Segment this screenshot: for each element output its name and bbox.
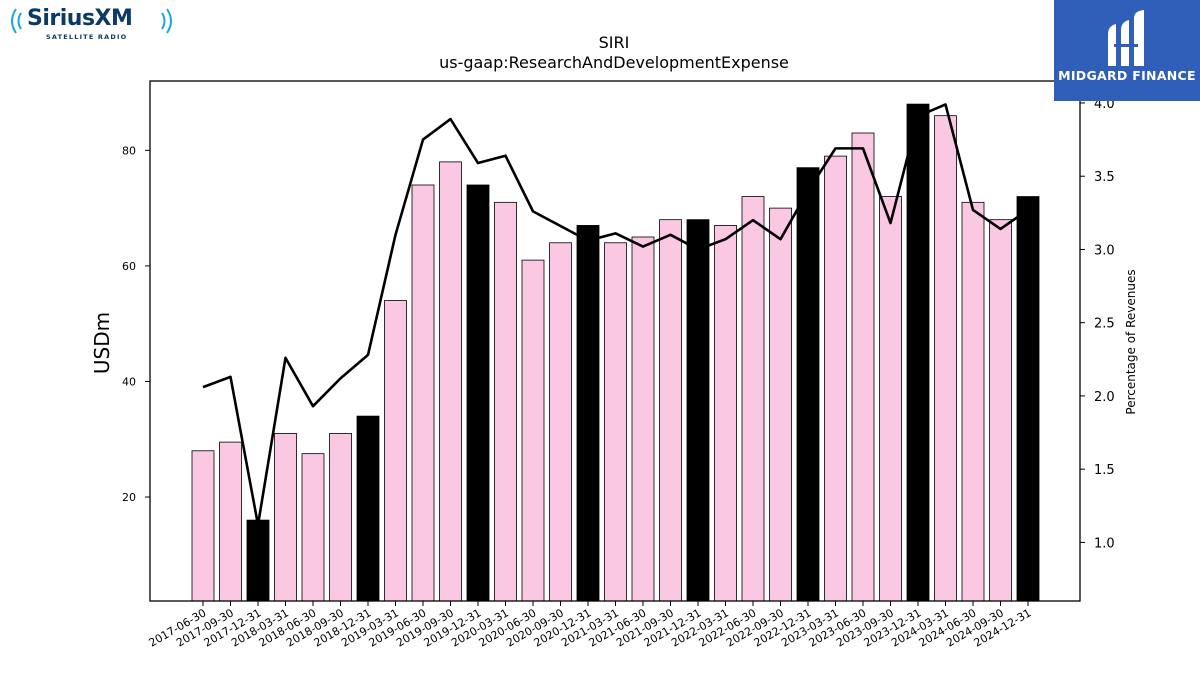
y2-tick-label: 2.5 [1094,317,1115,332]
bar-2017-12-31 [246,519,270,602]
bar-2024-09-30 [989,219,1012,602]
bar-2024-12-31 [1016,196,1040,602]
bar-2023-03-31 [824,155,847,602]
y2-tick-label: 2.0 [1094,390,1115,405]
y-axis-left: 20 40 60 80 [122,144,150,504]
bar-2024-03-31 [934,115,957,602]
bar-2019-12-31 [466,184,490,602]
bar-2021-09-30 [659,219,682,602]
bar-2018-12-31 [356,415,380,602]
y-axis-right: 1.01.52.02.53.03.54.0 [1080,97,1115,551]
bar-2021-06-30 [631,236,655,602]
bar-2022-09-30 [769,207,792,602]
bar-2020-06-30 [521,259,545,602]
y2-tick-label: 3.5 [1094,170,1115,185]
x-axis: 2017-06-302017-09-302017-12-312018-03-31… [147,601,1034,650]
percent-line-series [202,103,1029,527]
chart-title: SIRI [599,33,630,52]
bar-2019-06-30 [411,184,435,602]
bar-2019-09-30 [439,161,462,602]
bar-2021-03-31 [604,242,627,602]
percent-line [202,103,1029,527]
midgard-finance-logo: MIDGARD FINANCE [1054,0,1200,101]
radio-waves-icon [11,8,172,34]
bar-2023-12-31 [906,103,930,602]
y2-tick-label: 1.5 [1094,463,1115,478]
y2-tick-label: 1.0 [1094,536,1115,551]
bar-2020-03-31 [494,201,517,602]
y-tick-label: 40 [122,375,136,388]
bar-2021-12-31 [686,219,710,602]
bar-2018-09-30 [329,433,352,602]
bar-2023-06-30 [851,132,875,602]
y2-axis-label: Percentage of Revenues [1124,269,1138,414]
y-tick-label: 60 [122,260,136,273]
y-tick-label: 80 [122,144,136,157]
y-tick-label: 20 [122,491,136,504]
bar-series [191,103,1040,602]
bar-2018-03-31 [274,433,297,602]
midgard-wordmark: MIDGARD FINANCE [1058,68,1196,83]
midgard-mark-icon [1108,10,1144,66]
bar-2022-03-31 [714,225,737,602]
bar-2018-06-30 [301,453,325,602]
siriusxm-tagline: SATELLITE RADIO [46,33,128,41]
bar-2024-06-30 [961,201,985,602]
y2-tick-label: 3.0 [1094,243,1115,258]
bar-2017-09-30 [219,441,242,602]
siriusxm-logo: SiriusXM SATELLITE RADIO [6,4,181,44]
bar-2017-06-30 [191,450,215,602]
bar-2020-09-30 [549,242,572,602]
bar-2022-12-31 [796,167,820,602]
bar-2022-06-30 [741,196,765,602]
bar-2023-09-30 [879,196,902,602]
y-axis-label: USDm [90,312,114,374]
bar-2019-03-31 [384,300,407,602]
chart-subtitle: us-gaap:ResearchAndDevelopmentExpense [439,53,789,72]
siriusxm-wordmark: SiriusXM [27,6,133,31]
bar-2020-12-31 [576,225,600,602]
